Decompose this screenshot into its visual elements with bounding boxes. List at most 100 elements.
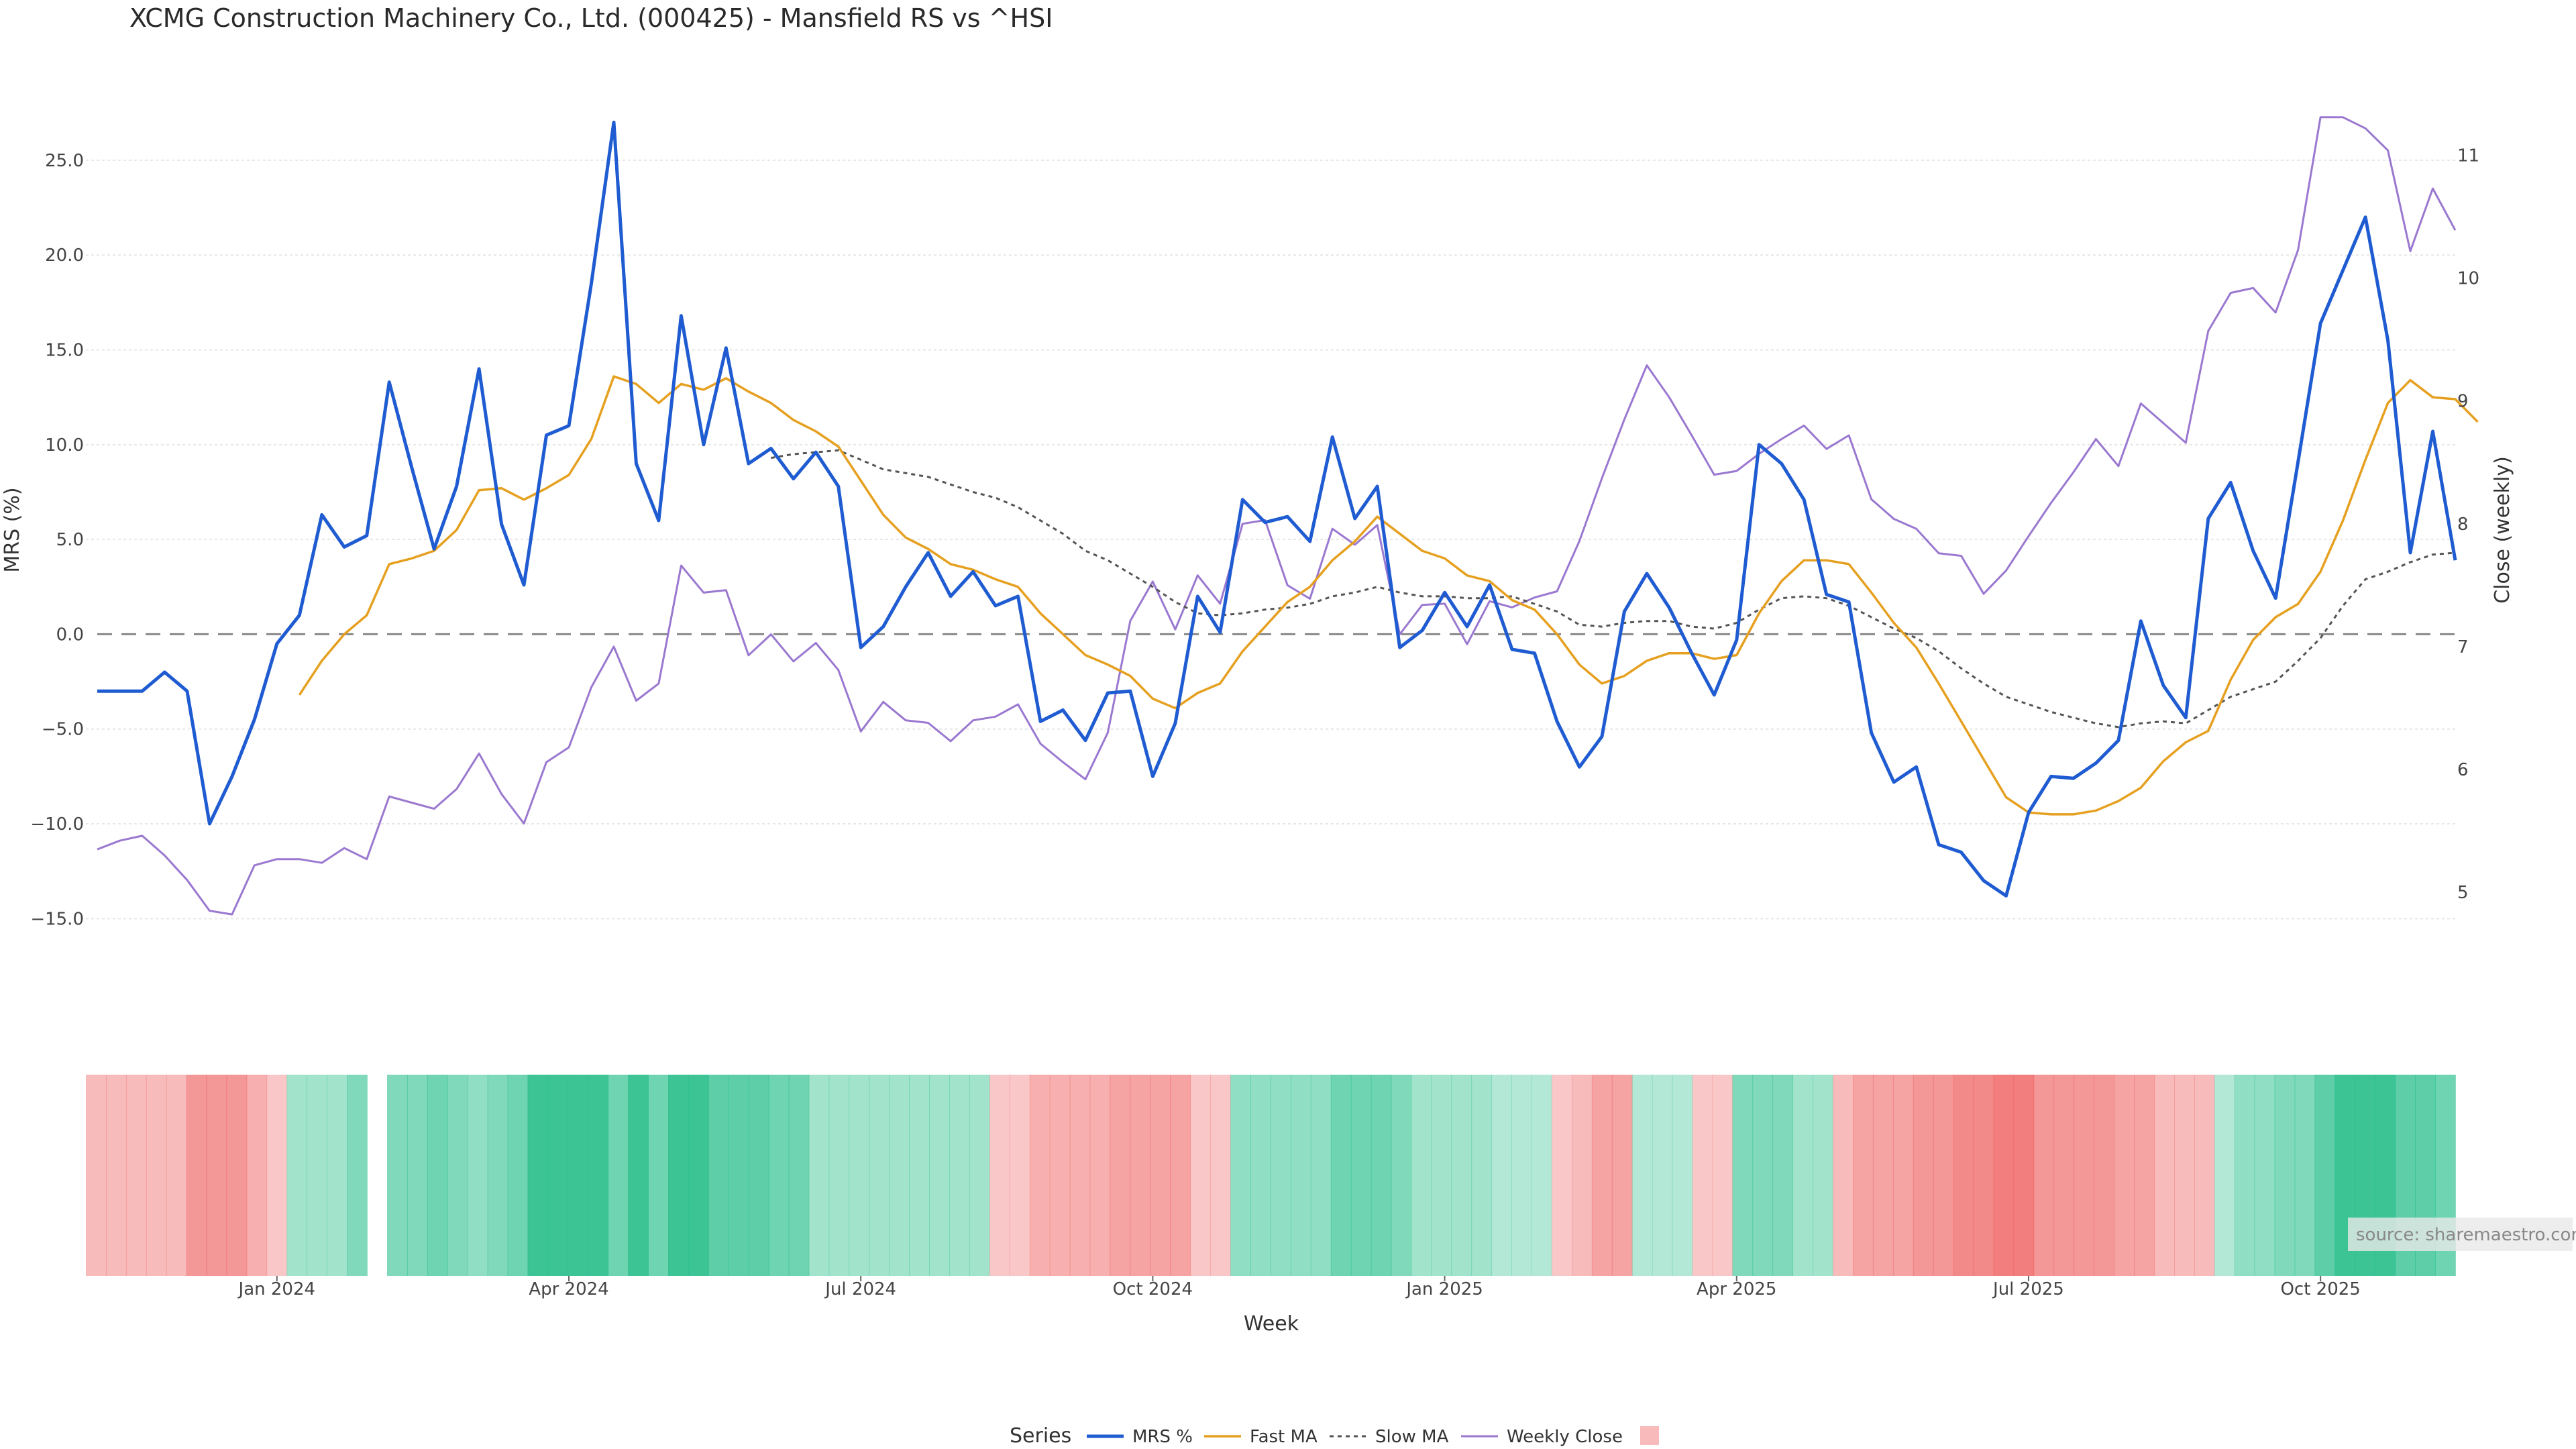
- heatmap-cell: [2114, 1075, 2135, 1276]
- x-tick-label: Apr 2025: [1697, 1279, 1776, 1299]
- x-tick-label: Jul 2025: [1992, 1279, 2064, 1299]
- y-axis-label-right: Close (weekly): [2491, 456, 2514, 604]
- heatmap-cell: [226, 1075, 248, 1276]
- heatmap-cell: [849, 1075, 870, 1276]
- heatmap-cell: [527, 1075, 549, 1276]
- y-tick-label-left: 20.0: [45, 246, 84, 266]
- right-axis-ticks: 11 10 9 8 7 6 5: [2457, 146, 2479, 904]
- heatmap-cell: [347, 1075, 368, 1276]
- heatmap-cell: [1230, 1075, 1251, 1276]
- heatmap-cell: [2154, 1075, 2175, 1276]
- heatmap-cell: [2214, 1075, 2235, 1276]
- legend-entry-label: Fast MA: [1250, 1427, 1318, 1447]
- heatmap-cell: [1953, 1075, 1974, 1276]
- series-lines: [97, 116, 2479, 916]
- heatmap-cell: [1391, 1075, 1412, 1276]
- y-tick-label-right: 8: [2457, 515, 2469, 535]
- heatmap-cell: [186, 1075, 207, 1276]
- heatmap-cell: [728, 1075, 749, 1276]
- legend-entry-label: Weekly Close: [1507, 1427, 1623, 1447]
- heatmap-cell: [1772, 1075, 1794, 1276]
- y-tick-label-right: 11: [2457, 146, 2479, 166]
- legend-title: Series: [1010, 1424, 1071, 1448]
- heatmap-cell: [427, 1075, 448, 1276]
- heatmap-cell: [2053, 1075, 2075, 1276]
- x-axis-label: Week: [1244, 1312, 1299, 1336]
- heatmap-cell: [1732, 1075, 1754, 1276]
- heatmap-cell: [1933, 1075, 1954, 1276]
- heatmap-cell: [889, 1075, 910, 1276]
- y-tick-label-left: −10.0: [30, 814, 84, 835]
- heatmap-cell: [1813, 1075, 1833, 1276]
- heatmap-cell: [2094, 1075, 2114, 1276]
- heatmap-cell: [1009, 1075, 1030, 1276]
- heatmap-cell: [688, 1075, 709, 1276]
- weekly-close-line: [97, 116, 2457, 916]
- y-tick-label-right: 5: [2457, 883, 2469, 903]
- heatmap-cell: [1069, 1075, 1091, 1276]
- y-tick-label-left: 0.0: [56, 625, 84, 645]
- heatmap-cell: [909, 1075, 930, 1276]
- heatmap-cell: [1310, 1075, 1332, 1276]
- fast-ma-line: [298, 375, 2479, 816]
- heatmap-cell: [2194, 1075, 2215, 1276]
- mrs-line: [97, 120, 2457, 898]
- y-tick-label-right: 10: [2457, 269, 2479, 289]
- grid-lines: [80, 159, 2455, 920]
- heatmap-cell: [206, 1075, 227, 1276]
- heatmap-cell: [1532, 1075, 1552, 1276]
- heatmap-cell: [808, 1075, 830, 1276]
- y-tick-label-left: 15.0: [45, 341, 84, 361]
- heatmap-cell: [648, 1075, 669, 1276]
- heatmap-cell: [748, 1075, 769, 1276]
- legend: Series MRS % Fast MA Slow MA Weekly Close: [1010, 1424, 1659, 1448]
- heatmap-cell: [1130, 1075, 1151, 1276]
- heatmap-cell: [1451, 1075, 1472, 1276]
- heatmap-cell: [467, 1075, 488, 1276]
- heatmap-cell: [929, 1075, 950, 1276]
- heatmap-cell: [307, 1075, 327, 1276]
- y-tick-label-left: 25.0: [45, 151, 84, 171]
- heatmap-cell: [386, 1075, 408, 1276]
- x-axis-ticks: Jan 2024 Apr 2024 Jul 2024 Oct 2024 Jan 2025…: [237, 1276, 2361, 1299]
- heatmap-cell: [1692, 1075, 1713, 1276]
- heatmap-cell: [2254, 1075, 2275, 1276]
- heatmap-cell: [568, 1075, 589, 1276]
- heatmap-cell: [1271, 1075, 1291, 1276]
- left-axis-ticks: 25.0 20.0 15.0 10.0 5.0 0.0 −5.0 −10.0 −15.0: [30, 151, 84, 929]
- heatmap-cell: [1029, 1075, 1051, 1276]
- heatmap-cell: [547, 1075, 569, 1276]
- heatmap-cell: [1571, 1075, 1593, 1276]
- heatmap-cell: [2274, 1075, 2296, 1276]
- heatmap-cell: [828, 1075, 850, 1276]
- heatmap-cell: [869, 1075, 890, 1276]
- heatmap-cell: [1371, 1075, 1392, 1276]
- x-tick-label: Oct 2024: [1113, 1279, 1193, 1299]
- heatmap-cell: [125, 1075, 147, 1276]
- heatmap-cell: [1892, 1075, 1914, 1276]
- y-tick-label-left: −15.0: [30, 909, 84, 929]
- heatmap-cell: [1872, 1075, 1894, 1276]
- heatmap-cell: [2234, 1075, 2255, 1276]
- heatmap-cell: [1752, 1075, 1774, 1276]
- y-tick-label-left: 5.0: [56, 530, 84, 550]
- heatmap-cell: [266, 1075, 288, 1276]
- heatmap-cell: [1552, 1075, 1572, 1276]
- heatmap-cell: [246, 1075, 268, 1276]
- heatmap-strip: [86, 1075, 2456, 1276]
- heatmap-cell: [668, 1075, 689, 1276]
- heatmap-cell: [2314, 1075, 2336, 1276]
- heatmap-cell: [1110, 1075, 1131, 1276]
- x-tick-label: Oct 2025: [2280, 1279, 2360, 1299]
- heatmap-cell: [447, 1075, 468, 1276]
- heatmap-cell: [1210, 1075, 1231, 1276]
- heatmap-cell: [628, 1075, 649, 1276]
- x-tick-label: Jan 2025: [1405, 1279, 1483, 1299]
- heatmap-cell: [1250, 1075, 1271, 1276]
- x-tick-label: Apr 2024: [529, 1279, 608, 1299]
- heatmap-cell: [989, 1075, 1010, 1276]
- heatmap-cell: [1170, 1075, 1191, 1276]
- y-tick-label-left: 10.0: [45, 435, 84, 455]
- heatmap-cell: [407, 1075, 428, 1276]
- heatmap-cell: [146, 1075, 167, 1276]
